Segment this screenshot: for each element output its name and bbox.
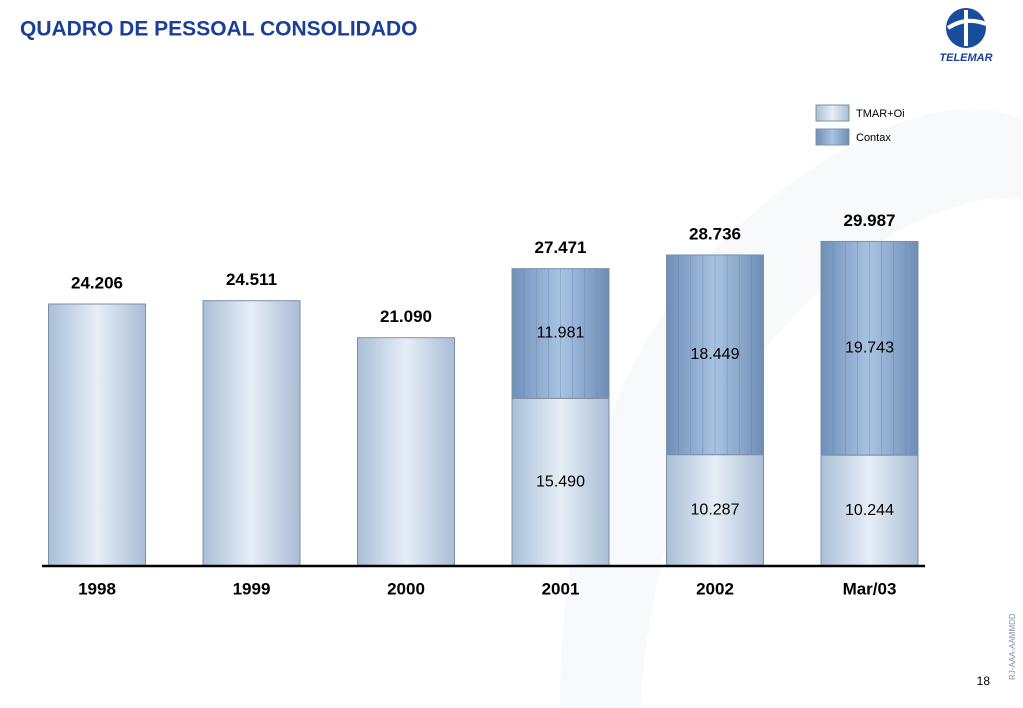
total-label: 21.090 [380,307,432,326]
bar-segment [666,454,764,567]
legend-swatch [815,128,850,146]
segment-label: 19.743 [845,339,894,356]
segment-label: 18.449 [691,346,740,363]
segment-label: 11.981 [537,325,585,342]
segment-label: 10.287 [691,502,740,519]
bar-segment [820,454,919,567]
legend-swatch [815,104,850,122]
logo: TELEMAR [939,8,993,64]
page-number: 18 [977,674,991,688]
x-tick-label: Mar/03 [843,579,897,598]
x-tick-label: 2002 [696,579,734,598]
segment-label: 10.244 [845,502,894,519]
total-label: 27.471 [535,238,587,257]
segment-label: 15.490 [536,473,585,490]
legend-label: Contax [856,132,891,144]
total-label: 28.736 [689,224,741,243]
x-tick-label: 2000 [387,579,425,598]
logo-text: TELEMAR [939,52,992,64]
bar-segment [357,337,455,567]
legend-label: TMAR+Oi [856,108,905,120]
plot: 24.206 1998 24.511 1999 21.090 2000 15.490 11.9… [42,104,925,598]
background-swoosh [560,108,1023,708]
total-label: 24.206 [71,273,123,292]
x-tick-label: 1998 [78,579,116,598]
bar-segment [48,303,146,567]
total-label: 24.511 [226,270,277,289]
total-label: 29.987 [844,211,896,230]
x-tick-label: 1999 [233,579,271,598]
title: QUADRO DE PESSOAL CONSOLIDADO [20,18,417,41]
x-tick-label: 2001 [542,579,580,598]
slide-code: RJ-AAA-AAMMDD [1008,613,1017,680]
bar-segment [202,300,301,567]
